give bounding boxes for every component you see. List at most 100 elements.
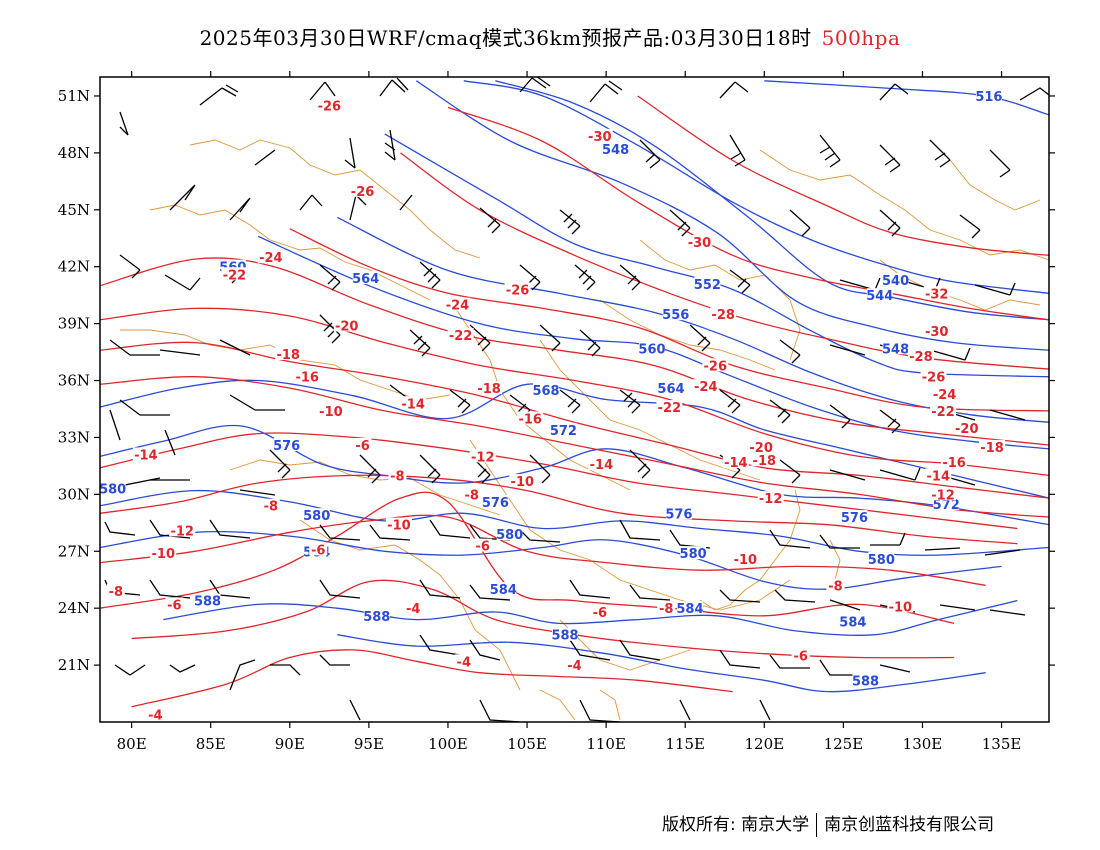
height-label: 584 [839,615,866,630]
height-label-bg [482,494,509,508]
height-label: 588 [551,629,578,644]
temp-label: -26 [318,99,342,114]
temp-label: -22 [658,401,682,416]
height-contour-568 [100,379,1049,499]
temp-label-bg [509,474,536,488]
temp-label: -6 [793,650,807,665]
copyright-owner: 版权所有: 南京大学 [662,815,810,835]
height-label: 580 [680,547,707,562]
temp-label-bg [826,578,845,592]
height-label-bg [273,438,300,452]
temp-label: -8 [264,500,278,515]
temp-label: -18 [980,441,1004,456]
temp-label: -10 [511,475,535,490]
longitude-axis: 80E 85E 90E 95E 100E 105E 110E 115E 120E 125E 130E… [117,71,1021,753]
temp-label-bg [751,453,778,467]
temp-contour-minus10 [100,514,986,587]
temp-label: -26 [351,185,375,200]
temp-label: -30 [588,130,612,145]
temp-label: -18 [753,454,777,469]
height-label-bg [665,506,692,520]
height-label-bg [882,272,909,286]
height-label-bg [866,288,893,302]
height-contour-588 [337,634,986,693]
height-label: 588 [852,674,879,689]
temp-label: -4 [567,659,581,674]
temp-label-bg [923,286,950,300]
temp-contour-minus4 [131,649,733,708]
height-contour-544 [495,80,1049,321]
temp-label: -18 [477,382,501,397]
y-tick-label: 33N [58,428,90,446]
temp-label-bg [447,328,474,341]
temp-label: -26 [506,283,530,298]
temp-label-bg [565,658,584,672]
temp-label: -28 [711,308,735,323]
height-label-bg [852,673,879,687]
x-tick-label: 110E [586,735,626,753]
height-label: 572 [550,424,577,439]
temp-label: -28 [909,350,933,365]
x-tick-label: 90E [275,735,305,753]
y-tick-label: 27N [58,542,90,560]
copyright-company: 南京创蓝科技有限公司 [824,815,995,835]
temp-label-bg [657,601,676,615]
temp-label: -6 [355,439,369,454]
temp-label-bg [757,491,784,505]
temp-label-bg [454,654,473,668]
temp-label-bg [732,551,759,565]
height-label-bg [363,608,390,622]
height-label: 588 [363,610,390,625]
temp-label: -16 [295,371,319,386]
temp-label: -16 [518,412,542,427]
temp-label-bg [146,707,165,721]
height-label: 580 [303,509,330,524]
temp-label: -12 [170,524,194,539]
height-label: 576 [841,511,868,526]
plot-background [100,77,1049,722]
temp-label: -10 [319,405,343,420]
temp-label-bg [686,235,713,249]
temp-label: -12 [931,488,955,503]
height-label-bg [657,381,684,395]
y-tick-label: 36N [58,372,90,390]
temp-label: -20 [335,320,359,335]
height-label: 580 [99,483,126,498]
temperature-contour-labels: -26-30-26-30-24-22-26-24-28-32-30-20-22-… [106,98,1006,722]
temp-label: -24 [259,251,283,266]
temp-label-bg [169,523,196,537]
height-label: 540 [882,274,909,289]
temp-label-bg [887,599,914,613]
temp-label: -30 [688,236,712,251]
temp-label-bg [907,348,934,362]
temp-label: -10 [387,519,411,534]
height-label: 556 [662,308,689,323]
temp-label-bg [165,597,184,611]
temp-label-bg [748,439,775,453]
height-contour-560 [257,235,1049,450]
temp-label-bg [353,438,372,452]
y-tick-label: 39N [58,315,90,333]
temp-label-bg [275,346,302,360]
temp-label-bg [710,307,737,321]
temp-label: -24 [933,388,957,403]
temp-label-bg [261,498,280,512]
temp-label-bg [517,411,544,425]
height-label-bg [839,614,866,628]
temp-label-bg [941,455,968,469]
temp-label: -14 [724,456,748,471]
height-label-bg [552,627,579,641]
temp-label-bg [444,297,471,311]
temp-label-bg [722,455,749,469]
height-label: 584 [676,602,703,617]
temp-label-bg [473,538,492,552]
temp-label: -8 [109,585,123,600]
height-label-bg [490,582,517,596]
temp-label-bg [920,369,947,383]
x-tick-label: 120E [745,735,785,753]
height-contour-548 [415,80,1049,351]
height-label-bg [975,88,1002,102]
height-label-bg [694,276,721,290]
temp-label: -8 [828,579,842,594]
y-tick-label: 45N [58,201,90,219]
